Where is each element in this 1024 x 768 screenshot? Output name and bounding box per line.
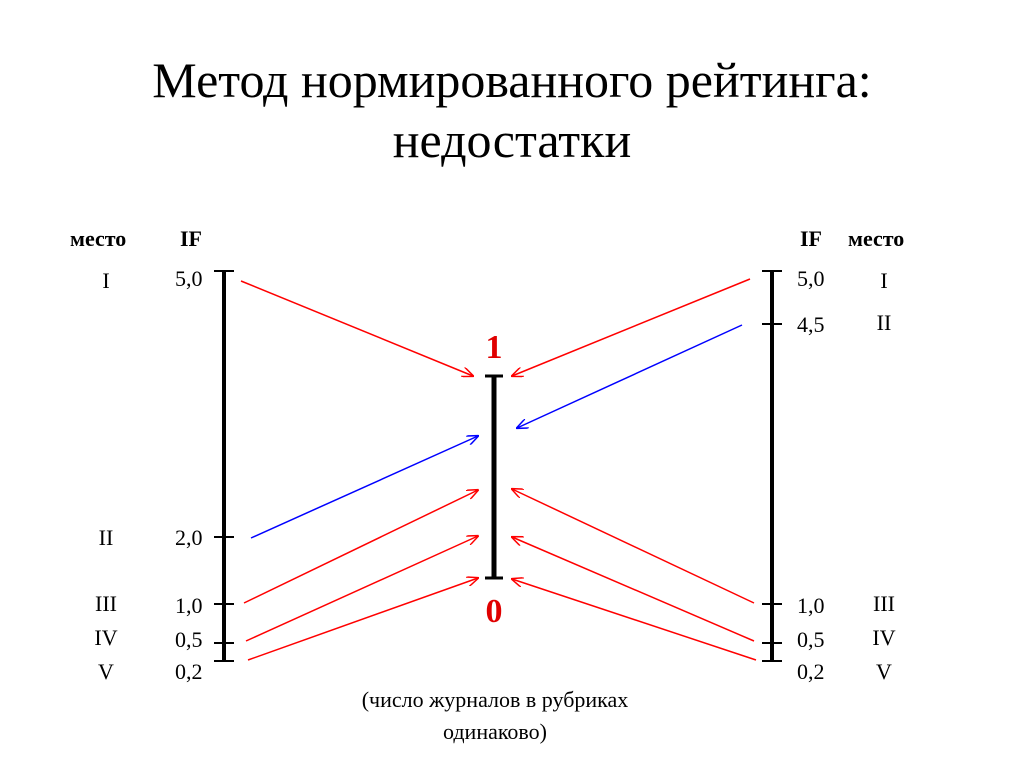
footnote: (число журналов в рубриках одинаково) (0, 684, 990, 748)
right-if-value-1: 5,0 (797, 266, 825, 291)
left-place-5: V (98, 659, 114, 684)
title-line-2: недостатки (392, 112, 632, 168)
left-if-value-2: 2,0 (175, 525, 203, 550)
left-if-value-1: 5,0 (175, 266, 203, 291)
right-place-1: I (880, 268, 888, 293)
right-place-2: II (876, 310, 892, 335)
arrow-right-0-5 (512, 537, 755, 642)
left-place-4: IV (94, 625, 118, 650)
arrow-left-0-5 (245, 536, 478, 642)
slide-title: Метод нормированного рейтинга: недостатк… (0, 50, 1024, 170)
right-if-value-3: 1,0 (797, 593, 825, 618)
footnote-line-1: (число журналов в рубриках (361, 687, 629, 712)
right-place-5: V (876, 659, 892, 684)
right-if-value-5: 0,2 (797, 659, 825, 684)
arrow-right-4-5 (517, 324, 743, 428)
left-place-1: I (102, 268, 110, 293)
left-if-value-5: 0,2 (175, 659, 203, 684)
right-place-4: IV (872, 625, 896, 650)
arrow-left-0-2 (247, 578, 478, 661)
footnote-line-2: одинаково) (442, 719, 547, 744)
left-if-value-4: 0,5 (175, 627, 203, 652)
left-header-if: IF (180, 226, 202, 251)
arrow-left-2-0 (250, 436, 478, 539)
right-header-place: место (848, 226, 905, 251)
title-line-1: Метод нормированного рейтинга: (152, 52, 872, 108)
arrow-left-5-0 (240, 280, 473, 376)
normalized-label-zero: 0 (485, 593, 503, 630)
right-place-3: III (873, 591, 895, 616)
normalized-label-one: 1 (485, 329, 503, 366)
left-place-3: III (95, 591, 117, 616)
arrow-right-1-0 (512, 489, 755, 604)
left-place-2: II (98, 525, 114, 550)
left-if-value-3: 1,0 (175, 593, 203, 618)
left-header-place: место (70, 226, 127, 251)
right-header-if: IF (800, 226, 822, 251)
arrow-right-0-2 (512, 579, 757, 661)
arrow-right-5-0 (512, 278, 751, 376)
right-if-value-2: 4,5 (797, 312, 825, 337)
right-if-value-4: 0,5 (797, 627, 825, 652)
arrow-left-1-0 (243, 490, 478, 604)
